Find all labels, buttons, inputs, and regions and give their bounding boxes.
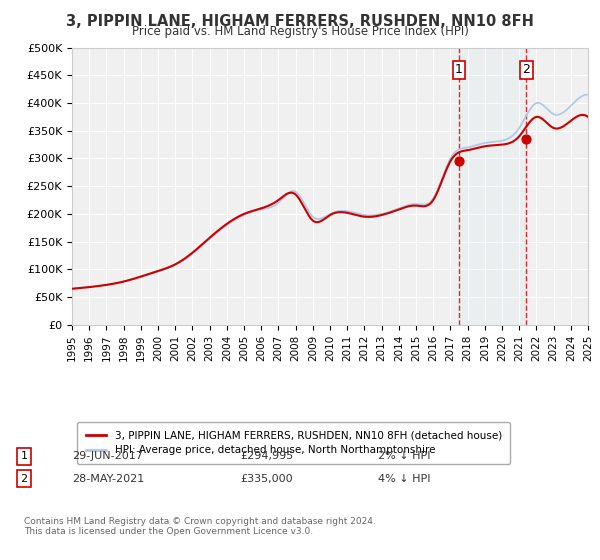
Text: 3, PIPPIN LANE, HIGHAM FERRERS, RUSHDEN, NN10 8FH: 3, PIPPIN LANE, HIGHAM FERRERS, RUSHDEN,… (66, 14, 534, 29)
Bar (459, 48, 526, 325)
Text: £335,000: £335,000 (240, 474, 293, 484)
Text: 2% ↓ HPI: 2% ↓ HPI (378, 451, 431, 461)
Text: 1: 1 (455, 63, 463, 76)
Text: 28-MAY-2021: 28-MAY-2021 (72, 474, 144, 484)
Point (521, 134, 531, 143)
Text: £294,995: £294,995 (240, 451, 293, 461)
Text: 2: 2 (523, 63, 530, 76)
Text: 1: 1 (20, 451, 28, 461)
Text: 29-JUN-2017: 29-JUN-2017 (72, 451, 143, 461)
Text: Price paid vs. HM Land Registry's House Price Index (HPI): Price paid vs. HM Land Registry's House … (131, 25, 469, 38)
Text: 2: 2 (20, 474, 28, 484)
Point (454, 157, 464, 166)
Text: 4% ↓ HPI: 4% ↓ HPI (378, 474, 431, 484)
Legend: 3, PIPPIN LANE, HIGHAM FERRERS, RUSHDEN, NN10 8FH (detached house), HPI: Average: 3, PIPPIN LANE, HIGHAM FERRERS, RUSHDEN,… (77, 422, 510, 464)
Text: Contains HM Land Registry data © Crown copyright and database right 2024.
This d: Contains HM Land Registry data © Crown c… (24, 517, 376, 536)
